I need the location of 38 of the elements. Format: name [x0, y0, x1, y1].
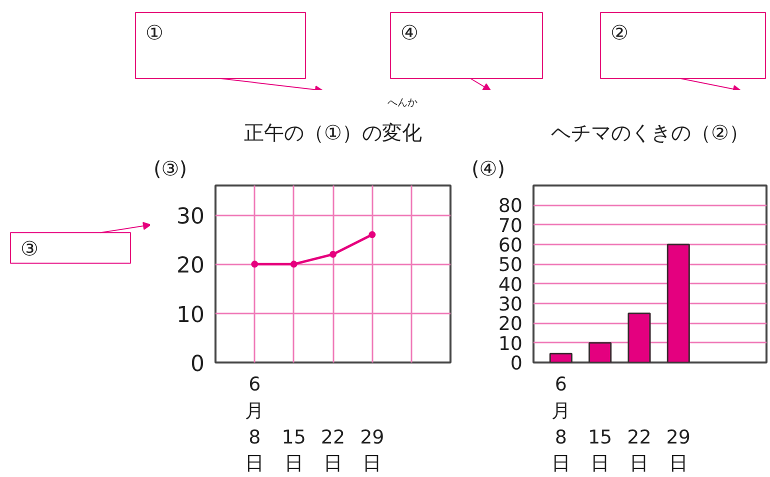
y-axis-title: (③): [154, 156, 188, 180]
y-tick-label: 30: [176, 204, 205, 230]
point: [330, 250, 336, 258]
x-tick-label: 6月8日: [245, 374, 264, 475]
bar: [628, 312, 651, 362]
chart-title: ヘチマのくきの（②）: [551, 120, 749, 144]
y-tick-label: 10: [176, 302, 205, 328]
y-tick-label: 80: [498, 195, 523, 218]
y-tick-label: 50: [498, 254, 523, 276]
y-tick-label: 0: [510, 352, 523, 374]
y-tick-label: 0: [190, 352, 205, 377]
x-tick-label: 15日: [282, 426, 306, 475]
text: ②: [610, 20, 628, 44]
chart-subtitle: へんか: [388, 98, 418, 108]
y-tick-label: 20: [176, 254, 205, 279]
y-tick-label: 30: [498, 294, 523, 316]
y-tick-label: 20: [498, 313, 523, 336]
point: [368, 231, 376, 238]
bar: [666, 244, 690, 362]
x-tick-label: 6月8日: [551, 374, 570, 475]
bar: [588, 342, 612, 362]
y-axis-title: (④): [472, 156, 506, 180]
x-tick-label: 15日: [588, 426, 612, 475]
bar: [549, 352, 572, 362]
y-tick-label: 40: [498, 274, 523, 296]
chart-title: 正午の（①）の変化: [244, 120, 422, 144]
x-tick-label: 22日: [320, 426, 346, 475]
text: ④: [400, 20, 418, 44]
text: ③: [20, 236, 38, 260]
y-tick-label: 60: [498, 234, 523, 256]
point: [290, 260, 298, 268]
point: [251, 260, 258, 268]
x-tick-label: 29日: [360, 426, 384, 475]
y-tick-label: 70: [498, 214, 523, 237]
x-tick-label: 29日: [666, 426, 690, 475]
text: ①: [146, 20, 164, 44]
y-tick-label: 10: [498, 332, 523, 355]
x-tick-label: 22日: [627, 426, 652, 475]
